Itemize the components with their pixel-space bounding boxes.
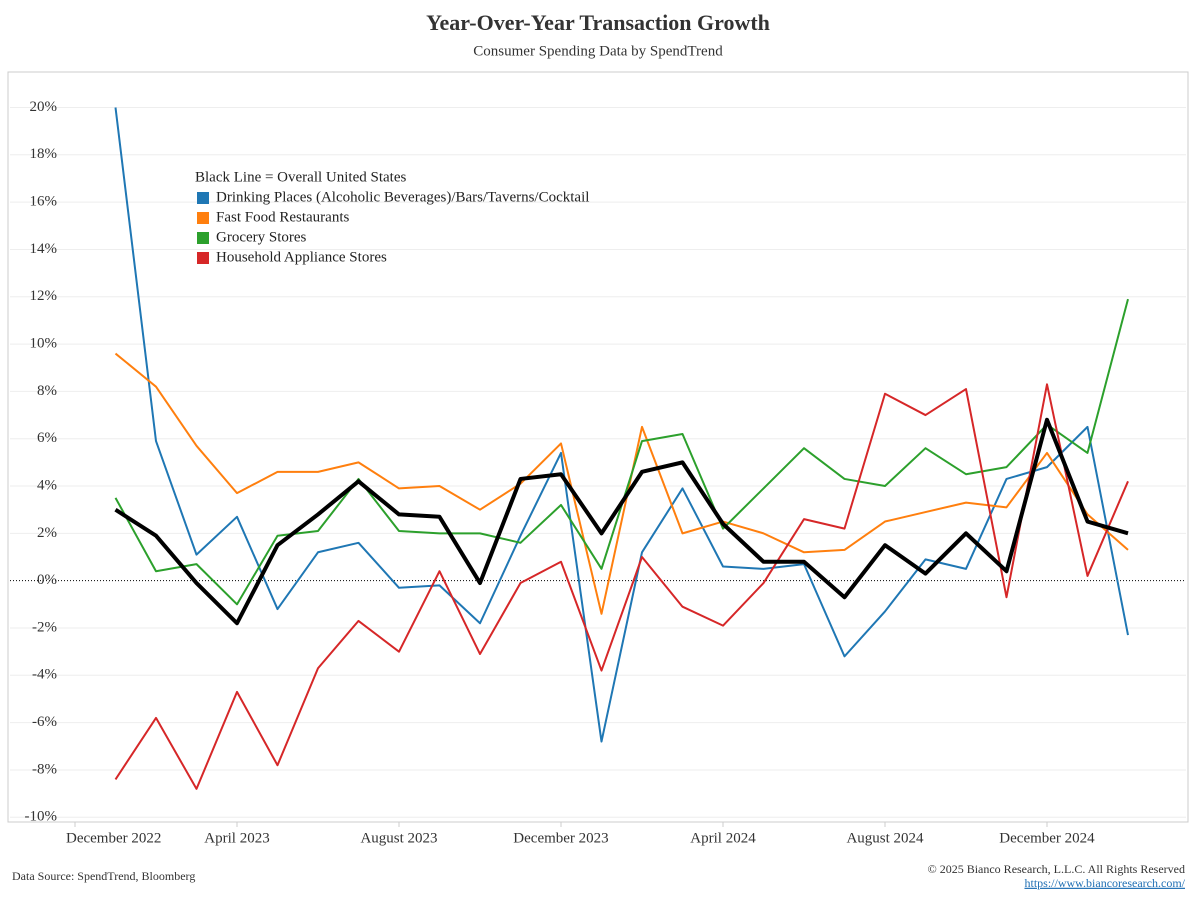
y-tick-label: -6% (32, 714, 57, 730)
y-tick-label: -10% (25, 809, 58, 825)
y-tick-label: 20% (30, 99, 58, 115)
y-tick-label: -4% (32, 667, 57, 683)
y-tick-label: 10% (30, 336, 58, 352)
series-line (114, 298, 1129, 606)
y-tick-label: 8% (37, 383, 57, 399)
x-tick-label: December 2023 (513, 830, 608, 846)
y-tick-label: 4% (37, 477, 57, 493)
source: Data Source: SpendTrend, Bloomberg (12, 869, 195, 883)
legend-label: Drinking Places (Alcoholic Beverages)/Ba… (216, 189, 589, 205)
y-tick-label: 0% (37, 572, 57, 588)
legend-swatch (197, 192, 209, 204)
overall-line (114, 417, 1129, 626)
x-tick-label: August 2024 (846, 830, 924, 846)
series-line (114, 107, 1129, 743)
chart-subtitle: Consumer Spending Data by SpendTrend (473, 43, 723, 59)
legend-note: Black Line = Overall United States (195, 169, 406, 185)
y-tick-label: 16% (30, 194, 58, 210)
legend-label: Household Appliance Stores (216, 249, 387, 265)
url[interactable]: https://www.biancoresearch.com/ (1024, 876, 1185, 890)
legend-label: Fast Food Restaurants (216, 209, 349, 225)
x-tick-label: December 2022 (66, 830, 161, 846)
plot-frame (7, 71, 1189, 823)
legend-label: Grocery Stores (216, 229, 307, 245)
x-tick-label: December 2024 (999, 830, 1095, 846)
x-tick-label: August 2023 (360, 830, 437, 846)
series-line (114, 383, 1129, 790)
y-tick-label: 18% (30, 146, 58, 162)
y-tick-label: -8% (32, 761, 57, 777)
y-tick-label: 2% (37, 525, 57, 541)
x-tick-label: April 2023 (204, 830, 269, 846)
copyright: © 2025 Bianco Research, L.L.C. All Right… (928, 862, 1185, 876)
y-tick-label: 12% (30, 288, 58, 304)
x-tick-label: April 2024 (690, 830, 756, 846)
legend-swatch (197, 232, 209, 244)
y-tick-label: 14% (30, 241, 58, 257)
y-tick-label: -2% (32, 619, 57, 635)
legend-swatch (197, 212, 209, 224)
series-line (114, 352, 1129, 615)
chart-title: Year-Over-Year Transaction Growth (426, 10, 770, 35)
legend-swatch (197, 252, 209, 264)
y-tick-label: 6% (37, 430, 57, 446)
